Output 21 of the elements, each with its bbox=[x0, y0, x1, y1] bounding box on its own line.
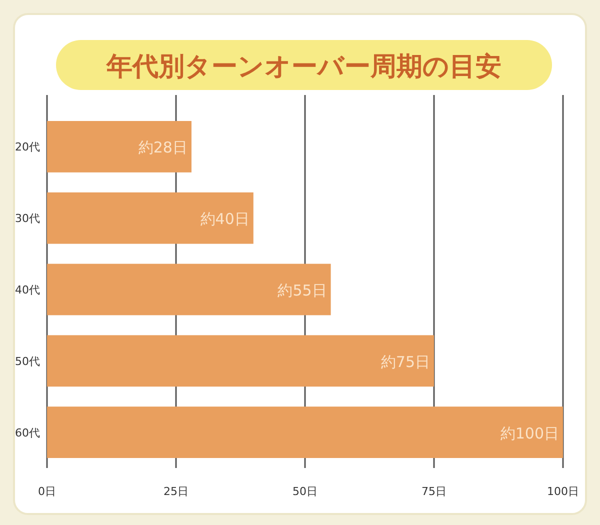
data-label: 約75日 bbox=[380, 352, 430, 371]
data-label: 約40日 bbox=[200, 210, 250, 228]
y-tick-label: 20代 bbox=[15, 140, 40, 154]
x-tick-label: 0日 bbox=[38, 485, 56, 498]
x-tick-label: 100日 bbox=[547, 485, 579, 498]
x-tick-label: 75日 bbox=[422, 485, 446, 498]
y-tick-label: 50代 bbox=[15, 354, 40, 368]
x-tick-label: 50日 bbox=[292, 485, 318, 498]
x-tick-label: 25日 bbox=[164, 485, 188, 498]
bar bbox=[47, 264, 331, 316]
data-label: 約100日 bbox=[500, 424, 559, 442]
data-label: 約55日 bbox=[278, 282, 327, 300]
data-label: 約28日 bbox=[138, 138, 188, 157]
bar bbox=[47, 192, 254, 244]
bar bbox=[47, 120, 192, 172]
y-tick-label: 30代 bbox=[15, 212, 40, 226]
chart-title: 年代別ターンオーバー周期の目安 bbox=[106, 52, 502, 82]
y-tick-label: 60代 bbox=[15, 426, 40, 440]
y-tick-label: 40代 bbox=[15, 284, 40, 296]
bar bbox=[47, 406, 563, 458]
bar bbox=[47, 335, 434, 387]
